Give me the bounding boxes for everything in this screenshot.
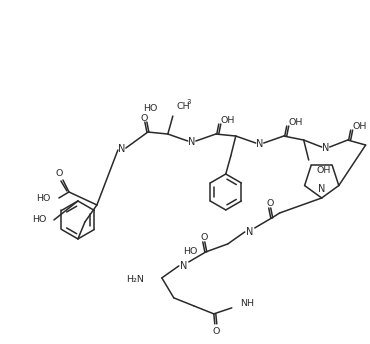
Text: N: N (318, 184, 325, 194)
Text: OH: OH (221, 116, 235, 125)
Text: 3: 3 (187, 99, 191, 105)
Text: CH: CH (177, 101, 191, 110)
Text: OH: OH (353, 121, 367, 130)
Text: N: N (188, 137, 195, 147)
Text: HO: HO (143, 104, 157, 112)
Text: O: O (55, 170, 63, 179)
Text: O: O (140, 114, 148, 122)
Text: N: N (322, 143, 329, 153)
Text: N: N (256, 139, 263, 149)
Text: HO: HO (183, 247, 197, 256)
Text: H₂N: H₂N (126, 276, 144, 284)
Text: NH: NH (240, 299, 254, 308)
Text: N: N (180, 261, 188, 271)
Text: OH: OH (317, 165, 331, 174)
Text: HO: HO (37, 194, 51, 203)
Text: HO: HO (33, 215, 47, 224)
Text: N: N (118, 144, 125, 154)
Text: O: O (212, 327, 219, 336)
Text: N: N (246, 227, 253, 237)
Text: OH: OH (289, 118, 303, 127)
Text: O: O (200, 234, 208, 243)
Text: O: O (266, 200, 273, 208)
